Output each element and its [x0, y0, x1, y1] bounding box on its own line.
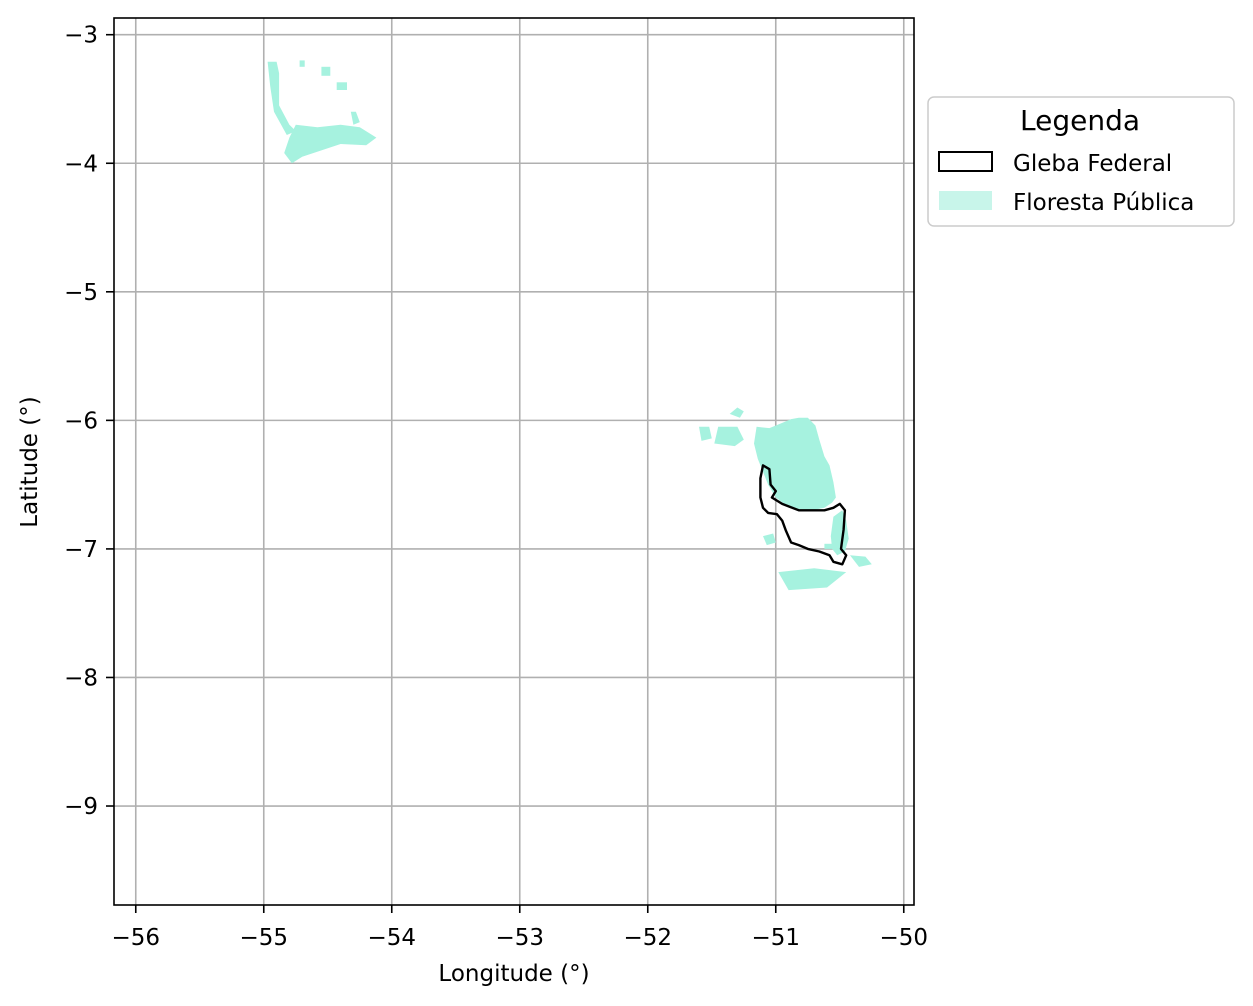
y-axis-label: Latitude (°)	[17, 396, 43, 527]
floresta-publica-fragment	[267, 61, 296, 136]
x-tick-label: −53	[495, 925, 544, 951]
legend-gleba-swatch	[938, 151, 993, 172]
legend-floresta-label: Floresta Pública	[1013, 190, 1194, 216]
x-tick-label: −54	[367, 925, 416, 951]
gleba-federal-layer	[759, 464, 848, 566]
y-axis-ticks: −3 −4 −5 −6 −7 −8 −9	[64, 23, 114, 820]
legend-title: Legenda	[1020, 104, 1140, 137]
y-tick-label: −5	[64, 280, 98, 306]
floresta-publica-fragment	[699, 426, 712, 441]
y-tick-label: −3	[64, 23, 98, 49]
floresta-publica-fragment	[299, 60, 305, 67]
legend-gleba-label: Gleba Federal	[1013, 151, 1172, 177]
floresta-publica-fragment	[729, 407, 744, 418]
y-tick-label: −7	[64, 537, 98, 563]
x-tick-label: −52	[623, 925, 672, 951]
y-tick-label: −4	[64, 151, 98, 177]
floresta-publica-fragment	[321, 66, 331, 76]
x-tick-label: −51	[751, 925, 800, 951]
y-tick-label: −9	[64, 794, 98, 820]
x-tick-label: −50	[879, 925, 928, 951]
y-tick-label: −8	[64, 665, 98, 691]
x-axis-label: Longitude (°)	[438, 961, 589, 987]
floresta-publica-fragment	[350, 111, 360, 125]
floresta-publica-fragment	[778, 568, 847, 591]
floresta-publica-fragment	[824, 543, 834, 549]
x-tick-label: −56	[111, 925, 160, 951]
floresta-publica-layer	[267, 60, 872, 591]
legend: Legenda Gleba Federal Floresta Pública	[927, 96, 1235, 227]
axes-frame	[113, 17, 915, 906]
floresta-publica-fragment	[284, 124, 377, 164]
x-tick-label: −55	[239, 925, 288, 951]
gleba-federal-outline	[759, 464, 848, 566]
plot-area: −56 −55 −54 −53 −52 −51 −50 −3 −4 −5 −6 −7 −8 −9	[64, 17, 928, 951]
legend-frame	[927, 96, 1235, 227]
legend-floresta-swatch	[939, 191, 992, 210]
grid	[114, 18, 914, 905]
floresta-publica-fragment	[714, 426, 744, 447]
floresta-publica-fragment	[763, 533, 776, 546]
floresta-publica-main	[754, 417, 836, 511]
floresta-publica-fragment	[336, 82, 347, 90]
x-axis-ticks: −56 −55 −54 −53 −52 −51 −50	[111, 905, 928, 951]
y-tick-label: −6	[64, 408, 98, 434]
floresta-publica-fragment	[850, 555, 872, 567]
